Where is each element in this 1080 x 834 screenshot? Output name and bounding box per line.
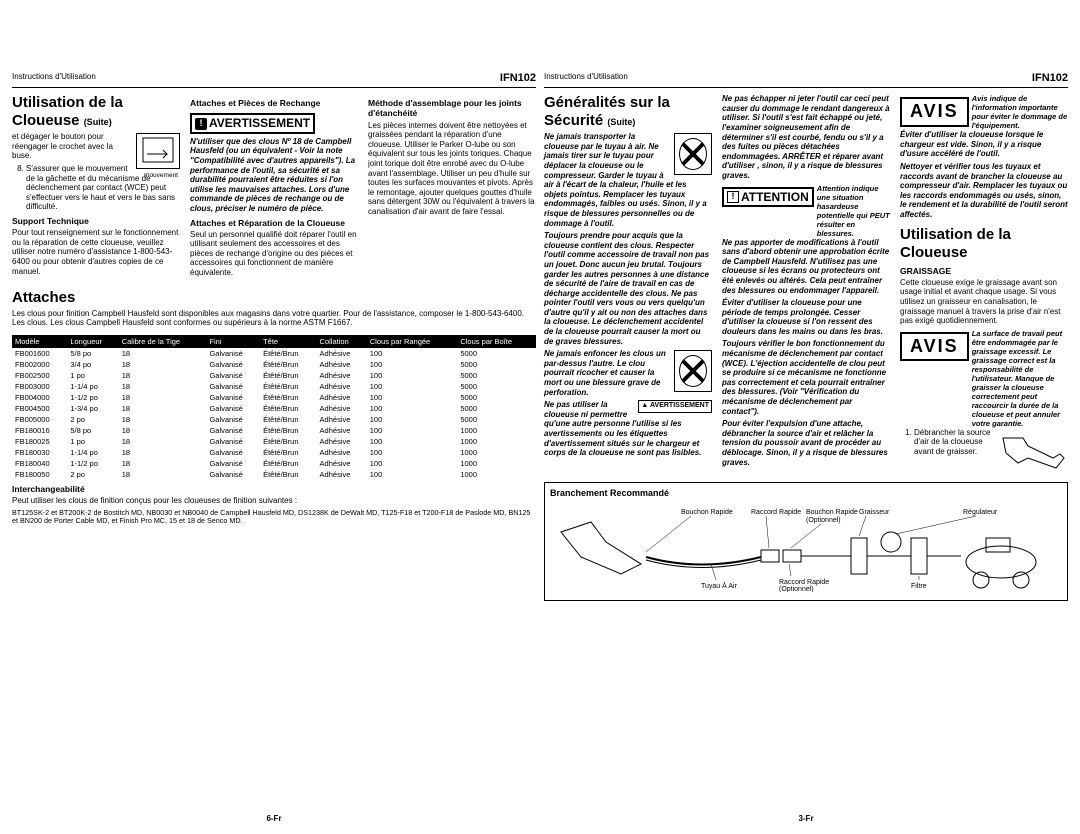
rcol-3: AVIS Avis indique de l'information impor… — [900, 94, 1068, 476]
avertissement-box: AVERTISSEMENT — [190, 113, 315, 133]
att1: Ne pas apporter de modifications à l'out… — [722, 238, 890, 296]
footer-3fr: 3-Fr — [544, 808, 1068, 824]
table-header: Collation — [317, 335, 367, 348]
table-header: Clous par Rangée — [367, 335, 458, 348]
table-row: FB1800502 po18GalvaniséÉtêté/BrunAdhésiv… — [12, 469, 536, 480]
table-header: Fini — [206, 335, 260, 348]
avis-box-1: AVIS — [900, 97, 969, 127]
graissage-body: Cette cloueuse exige le graissage avant … — [900, 278, 1068, 326]
hookup-panel: Branchement Recommandé — [544, 482, 1068, 601]
step8: S'assurer que le mouvement de la gâchett… — [26, 164, 180, 212]
graissage-title: GRAISSAGE — [900, 266, 1068, 276]
avis-box-2: AVIS — [900, 332, 969, 362]
graissage-step1: Débrancher la source d'air de la cloueus… — [914, 428, 1068, 457]
attaches-pieces-title: Attaches et Pièces de Rechange — [190, 98, 358, 108]
attaches-warning-text: N'utiliser que des clous Nº 18 de Campbe… — [190, 137, 358, 214]
warn5: Ne pas échapper ni jeter l'outil car cec… — [722, 94, 890, 180]
col-3: Méthode d'assemblage pour les joints d'é… — [368, 94, 536, 280]
header-instructions-r: Instructions d'Utilisation — [544, 72, 628, 85]
header-model-r: IFN102 — [1032, 72, 1068, 85]
attaches-intro: Les clous pour finition Campbell Hausfel… — [12, 309, 536, 328]
table-row: FB0016005/8 po18GalvaniséÉtêté/BrunAdhés… — [12, 348, 536, 359]
page-header: Instructions d'Utilisation IFN102 — [12, 72, 536, 88]
table-row: FB0025001 po18GalvaniséÉtêté/BrunAdhésiv… — [12, 370, 536, 381]
nail-table: ModèleLongueurCalibre de la TigeFiniTête… — [12, 335, 536, 480]
att3: Toujours vérifier le bon fonctionnement … — [722, 339, 890, 416]
interchange-list: BT125SK-2 et BT200K-2 de Bostitch MD, NB… — [12, 509, 536, 526]
table-row: FB1800401-1/2 po18GalvaniséÉtêté/BrunAdh… — [12, 458, 536, 469]
table-row: FB0030001-1/4 po18GalvaniséÉtêté/BrunAdh… — [12, 381, 536, 392]
svg-text:(Optionnel): (Optionnel) — [806, 517, 841, 524]
avis1: Éviter d'utiliser la cloueuse lorsque le… — [900, 130, 1068, 159]
warn2: Toujours prendre pour acquis que la clou… — [544, 231, 712, 346]
svg-text:Tuyau À Air: Tuyau À Air — [701, 581, 738, 590]
table-header: Modèle — [12, 335, 67, 348]
svg-text:(Optionnel): (Optionnel) — [779, 586, 814, 592]
footer-6fr: 6-Fr — [12, 808, 536, 824]
col-2: Attaches et Pièces de Rechange AVERTISSE… — [190, 94, 358, 280]
support-title: Support Technique — [12, 216, 180, 226]
avis-side2: La surface de travail peut être endommag… — [972, 329, 1068, 428]
page-3fr: Instructions d'Utilisation IFN102 Généra… — [544, 72, 1068, 824]
rcol-2: Ne pas échapper ni jeter l'outil car cec… — [722, 94, 890, 476]
svg-text:Bouchon Rapide: Bouchon Rapide — [806, 509, 858, 516]
avis2: Nettoyer et vérifier tous les tuyaux et … — [900, 162, 1068, 220]
movement-label: mouvement — [144, 172, 178, 180]
right-columns: Généralités sur la Sécurité (Suite) Ne j… — [544, 94, 1068, 476]
attaches-section-title: Attaches — [12, 289, 536, 307]
support-body: Pour tout renseignement sur le fonctionn… — [12, 228, 180, 276]
section-utilisation-title: Utilisation de la Cloueuse (Suite) — [12, 94, 180, 130]
table-header: Calibre de la Tige — [119, 335, 207, 348]
page-6fr: Instructions d'Utilisation IFN102 Utilis… — [12, 72, 536, 824]
table-row: FB1800301-1/4 po18GalvaniséÉtêté/BrunAdh… — [12, 447, 536, 458]
repair-title: Attaches et Réparation de la Cloueuse — [190, 218, 358, 228]
methode-body: Les pièces internes doivent être nettoyé… — [368, 121, 536, 217]
att2: Éviter d'utiliser la cloueuse pour une p… — [722, 298, 890, 336]
hookup-diagram: Bouchon Rapide Raccord Rapide Bouchon Ra… — [550, 502, 1062, 592]
att4: Pour éviter l'expulsion d'une attache, d… — [722, 419, 890, 467]
svg-text:Raccord Rapide: Raccord Rapide — [751, 509, 801, 516]
table-row: FB1800165/8 po18GalvaniséÉtêté/BrunAdhés… — [12, 425, 536, 436]
securite-title: Généralités sur la Sécurité (Suite) — [544, 94, 712, 130]
attention-side: Attention indique une situation hasardeu… — [817, 184, 890, 238]
rcol-1: Généralités sur la Sécurité (Suite) Ne j… — [544, 94, 712, 476]
table-header: Longueur — [67, 335, 118, 348]
table-row: FB0040001-1/2 po18GalvaniséÉtêté/BrunAdh… — [12, 392, 536, 403]
svg-text:Graisseur: Graisseur — [859, 509, 890, 516]
table-row: FB0050002 po18GalvaniséÉtêté/BrunAdhésiv… — [12, 414, 536, 425]
table-row: FB0020003/4 po18GalvaniséÉtêté/BrunAdhés… — [12, 359, 536, 370]
utilisation-title-2: Utilisation de la Cloueuse — [900, 226, 1068, 262]
top-columns: Utilisation de la Cloueuse (Suite) et dé… — [12, 94, 536, 280]
attention-box: ATTENTION — [722, 187, 814, 207]
interchange-body: Peut utiliser les clous de finition conç… — [12, 496, 536, 506]
avis-side1: Avis indique de l'information importante… — [972, 94, 1068, 130]
trigger-diagram — [136, 133, 180, 169]
svg-text:Filtre: Filtre — [911, 583, 927, 590]
svg-text:Régulateur: Régulateur — [963, 509, 998, 516]
avertissement-small-box: ▲ AVERTISSEMENT — [638, 400, 712, 412]
table-header: Clous par Boîte — [457, 335, 536, 348]
repair-body: Seul un personnel qualifié doit réparer … — [190, 230, 358, 278]
interchange-title: Interchangeabilité — [12, 484, 536, 494]
table-header: Tête — [260, 335, 316, 348]
table-row: FB0045001-3/4 po18GalvaniséÉtêté/BrunAdh… — [12, 403, 536, 414]
header-instructions: Instructions d'Utilisation — [12, 72, 96, 85]
no-stack-icon — [674, 350, 712, 392]
no-carry-icon — [674, 133, 712, 175]
svg-text:Raccord Rapide: Raccord Rapide — [779, 579, 829, 586]
hookup-title: Branchement Recommandé — [550, 488, 1062, 499]
svg-text:Bouchon Rapide: Bouchon Rapide — [681, 509, 733, 516]
header-model: IFN102 — [500, 72, 536, 85]
page-header-r: Instructions d'Utilisation IFN102 — [544, 72, 1068, 88]
table-row: FB1800251 po18GalvaniséÉtêté/BrunAdhésiv… — [12, 436, 536, 447]
nailer-drawing — [998, 428, 1068, 476]
methode-title: Méthode d'assemblage pour les joints d'é… — [368, 98, 536, 118]
col-1: Utilisation de la Cloueuse (Suite) et dé… — [12, 94, 180, 280]
